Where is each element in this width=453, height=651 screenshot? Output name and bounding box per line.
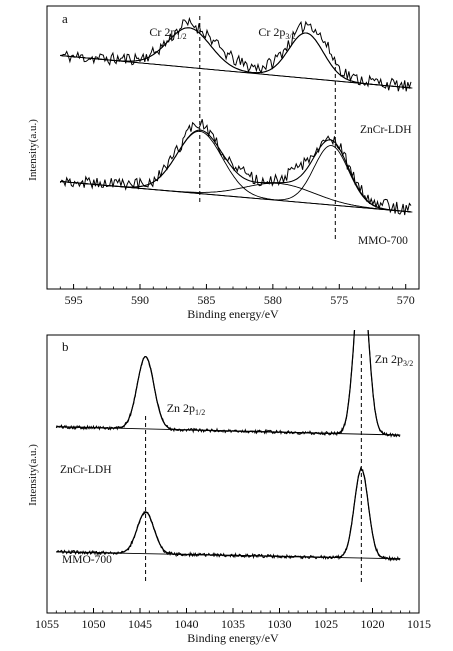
x-tick-label-b: 1055 <box>35 617 59 631</box>
x-tick-label-b: 1050 <box>82 617 106 631</box>
raw-spectrum-zncr-ldh <box>60 16 412 92</box>
series-group-a <box>59 16 413 216</box>
annotations-b: Zn 2p1/2 Zn 2p3/2 <box>167 352 414 417</box>
reference-lines-b <box>145 354 362 582</box>
fit-curve-zncr-ldh <box>56 330 400 436</box>
x-tick-label-b: 1025 <box>314 617 338 631</box>
x-tick-label-b: 1030 <box>268 617 292 631</box>
peak-label-cr2p12: Cr 2p1/2 <box>149 25 186 41</box>
chart-b-svg: b 1055 1050 1045 1040 1035 1030 1025 1020 1015 Z… <box>27 330 431 645</box>
fit-envelope <box>60 129 412 213</box>
annotations-a: Cr 2p1/2 Cr 2p3/2 <box>149 25 295 41</box>
fit-component <box>60 27 412 89</box>
x-tick-label-b: 1035 <box>221 617 245 631</box>
x-axis-label-a: Binding energy/eV <box>187 307 279 321</box>
series-label-zncr-ldh: ZnCr-LDH <box>360 124 412 136</box>
raw-spectrum-mmo-700 <box>56 466 401 562</box>
x-tick-label-a: 595 <box>65 293 83 307</box>
series-label-mmo-700: MMO-700 <box>62 554 112 566</box>
x-tick-label-a: 590 <box>131 293 149 307</box>
y-axis-label-a: Intensity(a.u.) <box>27 119 39 181</box>
raw-spectrum-zncr-ldh <box>55 330 401 438</box>
x-tick-label-b: 1040 <box>175 617 199 631</box>
x-axis-ticks-a: 595 590 585 580 575 570 <box>46 284 420 307</box>
peak-label-cr2p32: Cr 2p3/2 <box>258 25 295 41</box>
fit-envelope <box>60 27 412 89</box>
series-labels-b: ZnCr-LDH MMO-700 <box>60 464 112 566</box>
series-labels-a: ZnCr-LDH MMO-700 <box>358 124 412 247</box>
reference-lines-a <box>199 16 336 240</box>
xps-panel-b: b 1055 1050 1045 1040 1035 1030 1025 1020 1015 Z… <box>0 330 453 651</box>
y-axis-label-b: Intensity(a.u.) <box>27 444 39 506</box>
peak-label-zn2p32: Zn 2p3/2 <box>375 352 414 368</box>
xps-panel-a: a 595 590 585 580 575 570 Cr 2p1/2 Cr 2p3/2 Zn… <box>0 0 453 325</box>
fit-curve-mmo-700 <box>56 468 400 560</box>
x-tick-label-b: 1015 <box>407 617 431 631</box>
x-tick-label-b: 1045 <box>128 617 152 631</box>
series-label-zncr-ldh: ZnCr-LDH <box>60 464 112 476</box>
panel-label-b: b <box>62 339 69 354</box>
peak-label-zn2p12: Zn 2p1/2 <box>167 401 206 417</box>
panel-label-a: a <box>62 11 68 26</box>
chart-a-svg: a 595 590 585 580 575 570 Cr 2p1/2 Cr 2p3/2 Zn… <box>27 5 420 321</box>
x-axis-label-b: Binding energy/eV <box>187 631 279 645</box>
x-tick-label-a: 575 <box>330 293 348 307</box>
x-axis-ticks-b: 1055 1050 1045 1040 1035 1030 1025 1020 1015 <box>35 608 431 631</box>
x-tick-label-a: 585 <box>197 293 215 307</box>
x-tick-label-b: 1020 <box>361 617 385 631</box>
x-tick-label-a: 580 <box>264 293 282 307</box>
raw-spectrum-mmo-700 <box>59 119 412 216</box>
series-group-b <box>55 330 401 562</box>
x-tick-label-a: 570 <box>397 293 415 307</box>
series-label-mmo-700: MMO-700 <box>358 235 408 247</box>
